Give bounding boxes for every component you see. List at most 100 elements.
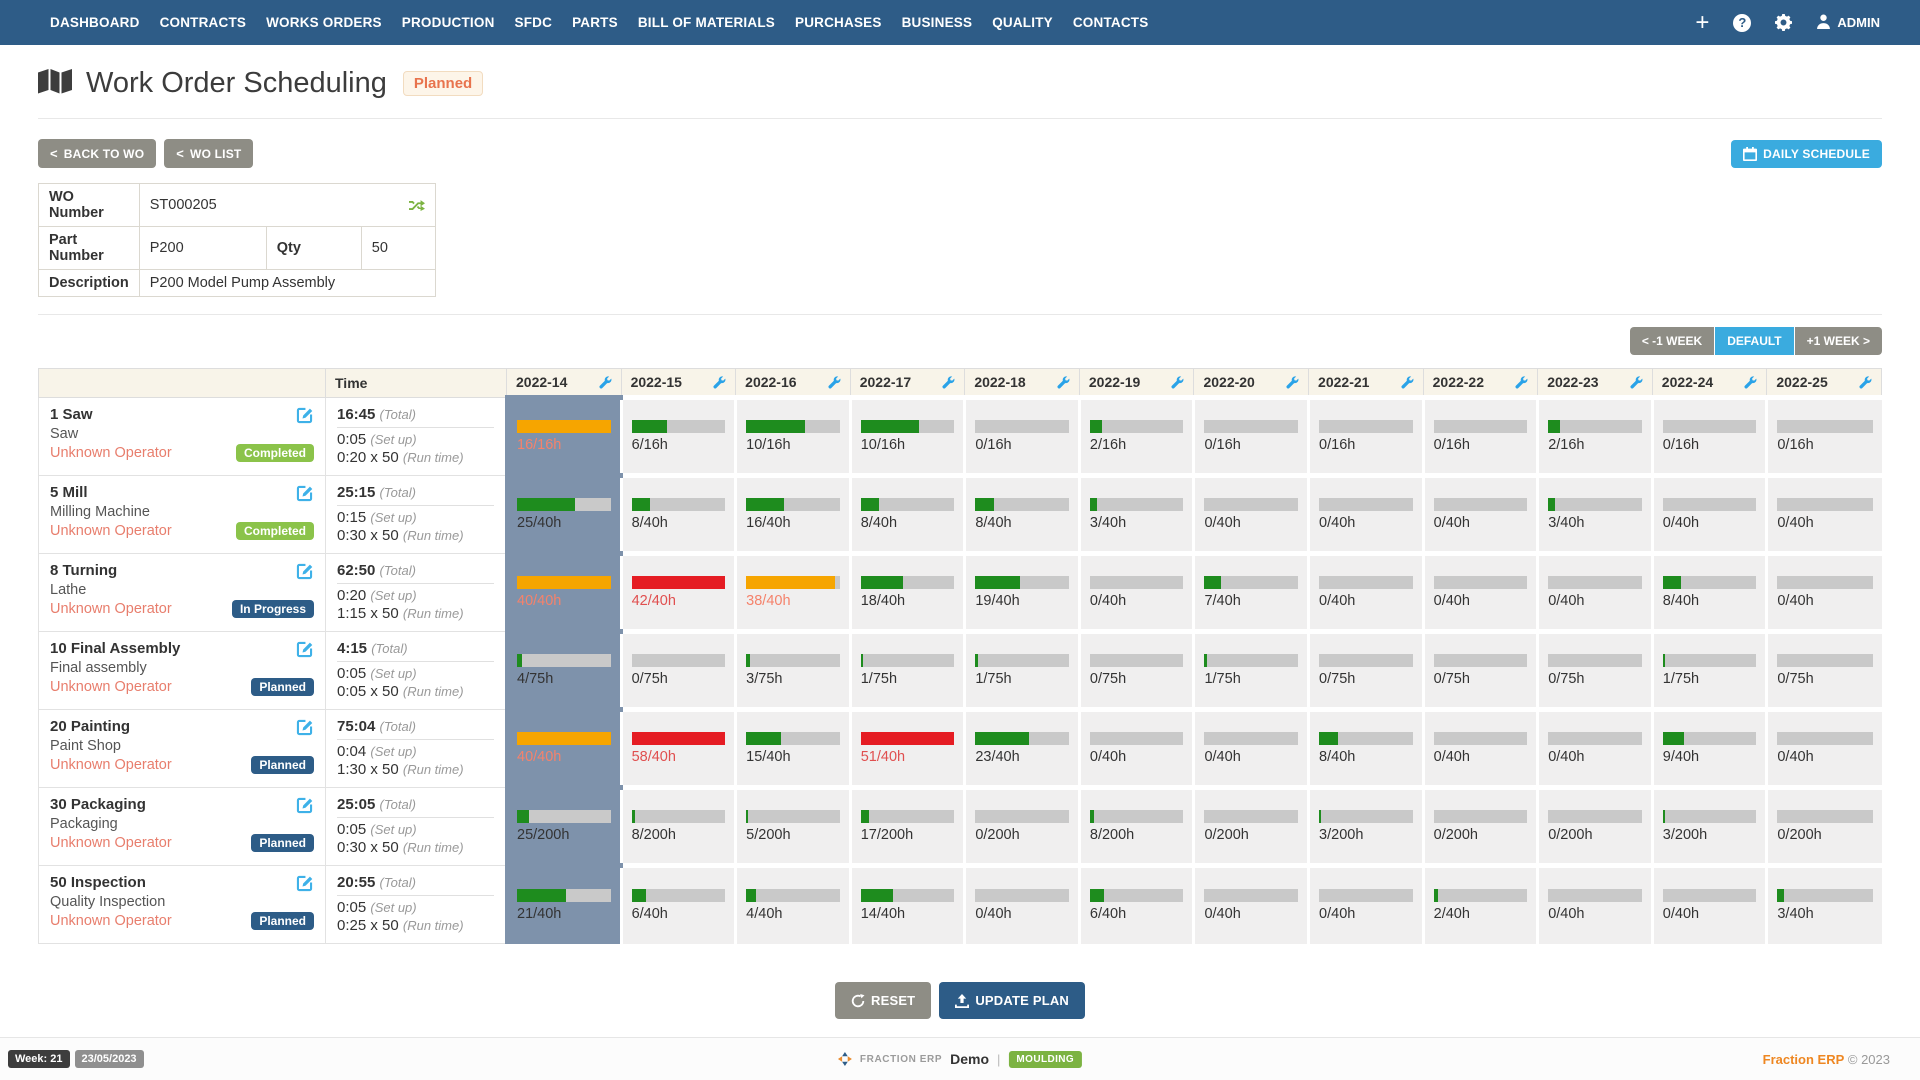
upload-icon: [955, 993, 970, 1008]
default-week-button[interactable]: DEFAULT: [1715, 327, 1794, 355]
capacity-bar-fill: [631, 732, 726, 745]
wo-info-table: WO Number ST000205 Part Number P200 Qty …: [38, 183, 436, 297]
time-total-label: (Total): [379, 875, 416, 890]
capacity-bar-fill: [1089, 498, 1097, 511]
back-to-wo-button[interactable]: < BACK TO WO: [38, 139, 157, 168]
settings-gear-icon[interactable]: [1775, 14, 1793, 31]
schedule-body: 1 Saw Saw Unknown Operator Completed 16:45 (…: [38, 395, 1882, 944]
nav-item-production[interactable]: PRODUCTION: [401, 15, 495, 30]
add-icon[interactable]: +: [1695, 8, 1710, 36]
wrench-icon[interactable]: [1630, 375, 1643, 389]
operation-row: 20 Painting Paint Shop Unknown Operator Pla…: [38, 707, 1882, 788]
wrench-icon[interactable]: [828, 375, 841, 389]
capacity-bar-fill: [517, 654, 522, 667]
capacity-bar: [860, 889, 955, 903]
prev-week-button[interactable]: < -1 WEEK: [1629, 327, 1715, 355]
week-label: 2022-19: [1088, 374, 1141, 390]
operator-link[interactable]: Unknown Operator: [50, 835, 172, 851]
capacity-bar: [1204, 654, 1299, 667]
edit-operation-icon[interactable]: [295, 874, 314, 893]
wrench-icon[interactable]: [1515, 375, 1528, 389]
wrench-icon[interactable]: [1057, 375, 1070, 389]
capacity-cell: 1/75h: [963, 629, 1080, 710]
time-setup: 0:05: [337, 665, 367, 682]
wrench-icon[interactable]: [1171, 375, 1184, 389]
week-header-2022-20: 2022-20: [1193, 368, 1310, 398]
operator-link[interactable]: Unknown Operator: [50, 679, 172, 695]
nav-item-purchases[interactable]: PURCHASES: [795, 15, 882, 30]
edit-operation-icon[interactable]: [295, 406, 314, 425]
edit-operation-icon[interactable]: [295, 796, 314, 815]
capacity-value: 0/75h: [1433, 671, 1470, 687]
week-header-2022-17: 2022-17: [849, 368, 966, 398]
operator-link[interactable]: Unknown Operator: [50, 757, 172, 773]
operator-link[interactable]: Unknown Operator: [50, 445, 172, 461]
edit-operation-icon[interactable]: [295, 640, 314, 659]
capacity-cell: 0/40h: [1421, 551, 1538, 632]
operation-cell: 50 Inspection Quality Inspection Unknown O…: [38, 865, 326, 944]
operation-resource: Paint Shop: [50, 738, 121, 754]
operation-row: 10 Final Assembly Final assembly Unknown O…: [38, 629, 1882, 710]
capacity-cell: 0/40h: [1536, 863, 1653, 944]
nav-item-contracts[interactable]: CONTRACTS: [159, 15, 247, 30]
update-plan-button[interactable]: UPDATE PLAN: [939, 982, 1086, 1019]
edit-operation-icon[interactable]: [295, 562, 314, 581]
capacity-bar-fill: [746, 889, 756, 903]
capacity-value: 1/75h: [860, 671, 898, 687]
operator-link[interactable]: Unknown Operator: [50, 523, 172, 539]
capacity-bar: [1089, 654, 1184, 667]
operator-link[interactable]: Unknown Operator: [50, 601, 172, 617]
edit-operation-icon[interactable]: [295, 718, 314, 737]
wrench-icon[interactable]: [1744, 375, 1757, 389]
edit-operation-icon[interactable]: [295, 484, 314, 503]
wrench-icon[interactable]: [1859, 375, 1872, 389]
capacity-bar-fill: [517, 576, 611, 589]
reset-button[interactable]: RESET: [834, 982, 932, 1019]
nav-item-sfdc[interactable]: SFDC: [514, 15, 553, 30]
week-header-2022-15: 2022-15: [620, 368, 737, 398]
next-week-button[interactable]: +1 WEEK >: [1794, 327, 1882, 355]
admin-menu[interactable]: ADMIN: [1816, 14, 1880, 32]
capacity-value: 25/40h: [517, 515, 562, 531]
week-label: 2022-21: [1318, 374, 1370, 390]
capacity-bar: [1204, 420, 1299, 433]
nav-item-business[interactable]: BUSINESS: [901, 15, 973, 30]
time-total: 25:05: [337, 796, 376, 813]
wrench-icon[interactable]: [599, 375, 612, 389]
operator-link[interactable]: Unknown Operator: [50, 913, 172, 929]
capacity-value: 42/40h: [631, 593, 676, 609]
wrench-icon[interactable]: [942, 375, 955, 389]
daily-schedule-button[interactable]: DAILY SCHEDULE: [1731, 139, 1882, 168]
time-divider: [337, 505, 494, 506]
week-label: 2022-18: [974, 374, 1026, 390]
toolbar: < BACK TO WO < WO LIST DAILY SCHEDULE: [38, 139, 1882, 168]
wrench-icon[interactable]: [1401, 375, 1414, 389]
capacity-bar-fill: [631, 576, 726, 589]
wrench-icon[interactable]: [713, 375, 726, 389]
capacity-bar: [517, 498, 611, 511]
capacity-value: 3/40h: [1089, 515, 1127, 531]
nav-item-parts[interactable]: PARTS: [572, 15, 618, 30]
nav-item-works-orders[interactable]: WORKS ORDERS: [266, 15, 382, 30]
nav-item-dashboard[interactable]: DASHBOARD: [50, 15, 140, 30]
reset-label: RESET: [870, 993, 916, 1008]
shuffle-icon[interactable]: [408, 199, 425, 212]
help-icon[interactable]: ?: [1733, 13, 1752, 32]
nav-item-quality[interactable]: QUALITY: [992, 15, 1053, 30]
capacity-value: 51/40h: [860, 749, 906, 765]
brand-name: FRACTION ERP: [859, 1053, 943, 1065]
nav-item-bill-of-materials[interactable]: BILL OF MATERIALS: [637, 15, 775, 30]
capacity-bar: [1319, 420, 1413, 433]
time-divider: [337, 817, 494, 818]
capacity-cell: 8/40h: [619, 473, 736, 554]
capacity-cell: 0/16h: [1192, 395, 1309, 476]
capacity-cell: 0/40h: [1077, 707, 1194, 788]
nav-item-contacts[interactable]: CONTACTS: [1072, 15, 1149, 30]
capacity-value: 3/75h: [746, 671, 783, 687]
time-header: Time: [325, 368, 507, 398]
wo-list-button[interactable]: < WO LIST: [164, 139, 254, 168]
status-badge: Planned: [251, 678, 314, 696]
capacity-cell: 0/40h: [1421, 707, 1538, 788]
capacity-bar-fill: [860, 576, 903, 589]
wrench-icon[interactable]: [1286, 375, 1299, 389]
